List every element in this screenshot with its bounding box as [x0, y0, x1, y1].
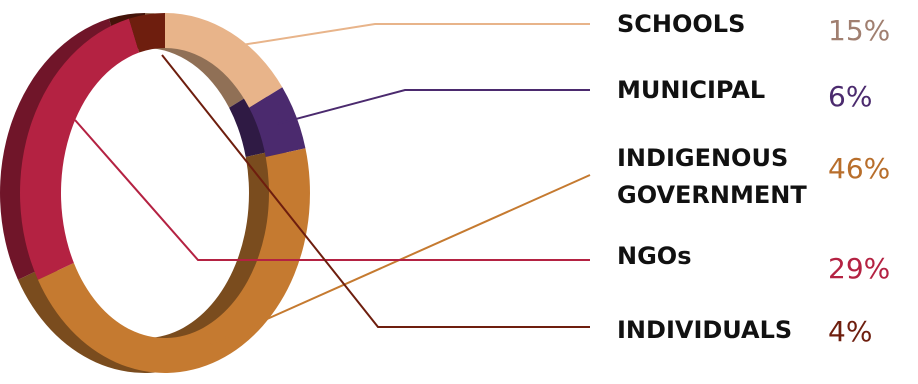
legend-value-municipal: 6% — [828, 80, 872, 113]
pie-slice-schools — [165, 13, 283, 108]
pie-slice-ngos — [20, 18, 140, 280]
leader-line-ngos — [74, 119, 590, 261]
pie-slice-municipal — [249, 87, 306, 157]
leader-line-municipal — [277, 89, 590, 125]
legend-label-schools: SCHOOLS — [617, 10, 745, 38]
ring-group — [0, 13, 310, 373]
legend-value-individuals: 4% — [828, 315, 872, 348]
pie-slice-indigenous-government — [37, 148, 310, 373]
legend: SCHOOLS 15% MUNICIPAL 6% INDIGENOUS GOVERNMEN… — [617, 10, 890, 348]
leader-line-schools — [221, 23, 590, 50]
legend-label-indigenous-government-line1: INDIGENOUS — [617, 144, 788, 172]
pie-slice-individuals — [128, 13, 165, 53]
leader-lines — [74, 23, 591, 346]
legend-label-municipal: MUNICIPAL — [617, 76, 765, 104]
legend-value-ngos: 29% — [828, 252, 890, 285]
legend-label-indigenous-government-line2: GOVERNMENT — [617, 181, 807, 209]
legend-label-ngos: NGOs — [617, 242, 691, 270]
legend-label-individuals: INDIVIDUALS — [617, 316, 792, 344]
leader-line-individuals — [161, 54, 590, 328]
legend-value-schools: 15% — [828, 14, 890, 47]
legend-value-indigenous-government: 46% — [828, 152, 890, 185]
